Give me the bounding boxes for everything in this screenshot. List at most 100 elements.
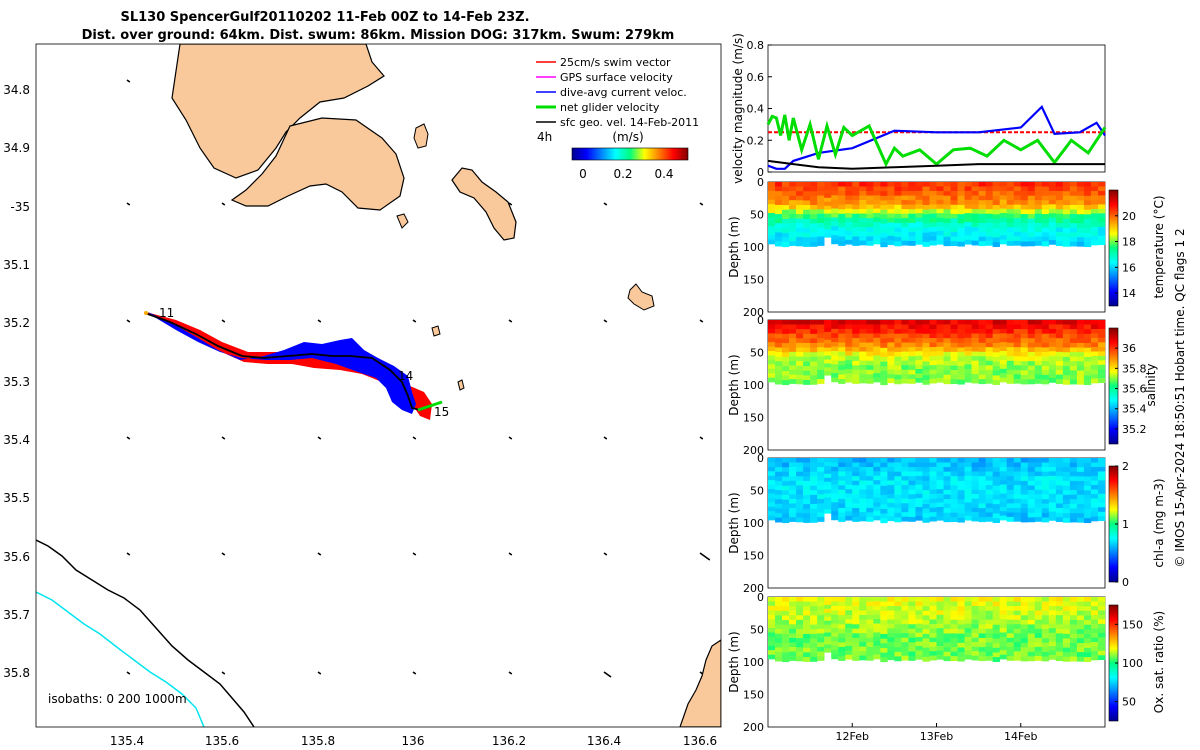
- section-cell: [929, 494, 937, 499]
- velocity-series-line: [766, 114, 1107, 168]
- section-cell: [775, 227, 783, 233]
- section-cell: [894, 638, 902, 643]
- section-cell: [1090, 651, 1099, 656]
- section-cell: [978, 508, 986, 513]
- section-cell: [964, 506, 972, 512]
- section-cell: [999, 217, 1008, 223]
- section-cell: [817, 333, 825, 339]
- section-cell: [992, 214, 1000, 220]
- section-cell: [999, 346, 1008, 352]
- section-cell: [838, 195, 846, 201]
- section-cell: [1013, 467, 1022, 472]
- section-cell: [929, 615, 937, 620]
- section-cell: [789, 462, 797, 468]
- section-cell: [1069, 320, 1078, 325]
- section-cell: [873, 239, 881, 245]
- section-cell: [824, 339, 832, 345]
- section-cell: [852, 338, 860, 344]
- section-cell: [1083, 597, 1092, 602]
- geo-arrow: [221, 671, 226, 675]
- section-cell: [908, 213, 916, 219]
- section-cell: [1027, 232, 1036, 238]
- section-cell: [978, 320, 986, 325]
- section-cell: [796, 232, 804, 238]
- section-cell: [915, 239, 923, 245]
- section-cell: [1062, 228, 1071, 233]
- section-cell: [1041, 347, 1050, 353]
- section-cell: [992, 518, 1000, 523]
- section-cell: [866, 471, 874, 477]
- section-cell: [852, 489, 860, 495]
- section-cell: [817, 227, 825, 233]
- section-cell: [1027, 213, 1036, 219]
- section-cell: [950, 365, 958, 371]
- section-cell: [866, 227, 874, 233]
- section-cell: [880, 643, 888, 649]
- section-cell: [978, 638, 986, 643]
- section-cell: [915, 641, 923, 647]
- section-cell: [1083, 647, 1092, 653]
- section-cell: [1041, 462, 1050, 468]
- section-cell: [978, 480, 986, 486]
- section-cell: [873, 355, 881, 361]
- section-cell: [1020, 619, 1029, 625]
- section-cell: [1055, 204, 1064, 210]
- section-cell: [810, 601, 818, 607]
- section-cell: [915, 360, 923, 365]
- section-cell: [936, 377, 944, 383]
- section-cell: [866, 320, 874, 325]
- section-cell: [992, 380, 1000, 385]
- section-cell: [803, 228, 811, 234]
- section-cell: [1041, 624, 1050, 630]
- section-cell: [789, 597, 797, 602]
- section-cell: [866, 182, 874, 187]
- section-cell: [1006, 320, 1015, 325]
- section-cell: [782, 186, 790, 192]
- section-cell: [782, 347, 790, 353]
- section-cell: [1076, 218, 1085, 224]
- section-cell: [915, 498, 923, 503]
- section-cell: [894, 467, 902, 473]
- section-cell: [852, 213, 860, 219]
- section-cell: [817, 462, 825, 468]
- geo-arrow: [508, 671, 513, 675]
- section-cell: [1097, 619, 1106, 625]
- section-cell: [1048, 346, 1057, 352]
- section-cell: [880, 333, 888, 339]
- section-cell: [859, 213, 867, 219]
- section-cell: [1006, 182, 1015, 187]
- section-xtick: 12Feb: [836, 730, 869, 743]
- section-cell: [950, 329, 958, 334]
- section-cell: [775, 320, 783, 325]
- section-cell: [831, 199, 839, 205]
- section-cell: [915, 377, 923, 383]
- section-cell: [950, 606, 958, 611]
- section-cell: [1062, 329, 1071, 335]
- section-cell: [950, 615, 958, 621]
- section-cell: [992, 615, 1000, 621]
- section-cell: [838, 379, 846, 384]
- section-cell: [992, 375, 1000, 381]
- section-cell: [831, 377, 839, 383]
- section-cell: [817, 241, 825, 246]
- section-cell: [852, 619, 860, 625]
- section-cell: [1034, 503, 1043, 509]
- section-cell: [1013, 642, 1022, 648]
- section-cell: [1062, 218, 1071, 224]
- section-cell: [1048, 208, 1057, 214]
- section-cell: [789, 606, 797, 611]
- section-cell: [922, 643, 930, 648]
- section-cell: [803, 656, 811, 662]
- section-cell: [978, 186, 986, 192]
- section-cell: [1013, 637, 1022, 643]
- section-cell: [880, 214, 888, 220]
- section-cell: [1083, 634, 1092, 639]
- section-cell: [768, 373, 776, 378]
- section-cell: [1034, 231, 1043, 237]
- section-cell: [1083, 513, 1092, 519]
- section-cell: [1090, 624, 1099, 629]
- section-ytick: 200: [743, 306, 764, 319]
- section-cell: [922, 517, 930, 523]
- section-cell: [810, 370, 818, 376]
- section-cell: [929, 227, 937, 232]
